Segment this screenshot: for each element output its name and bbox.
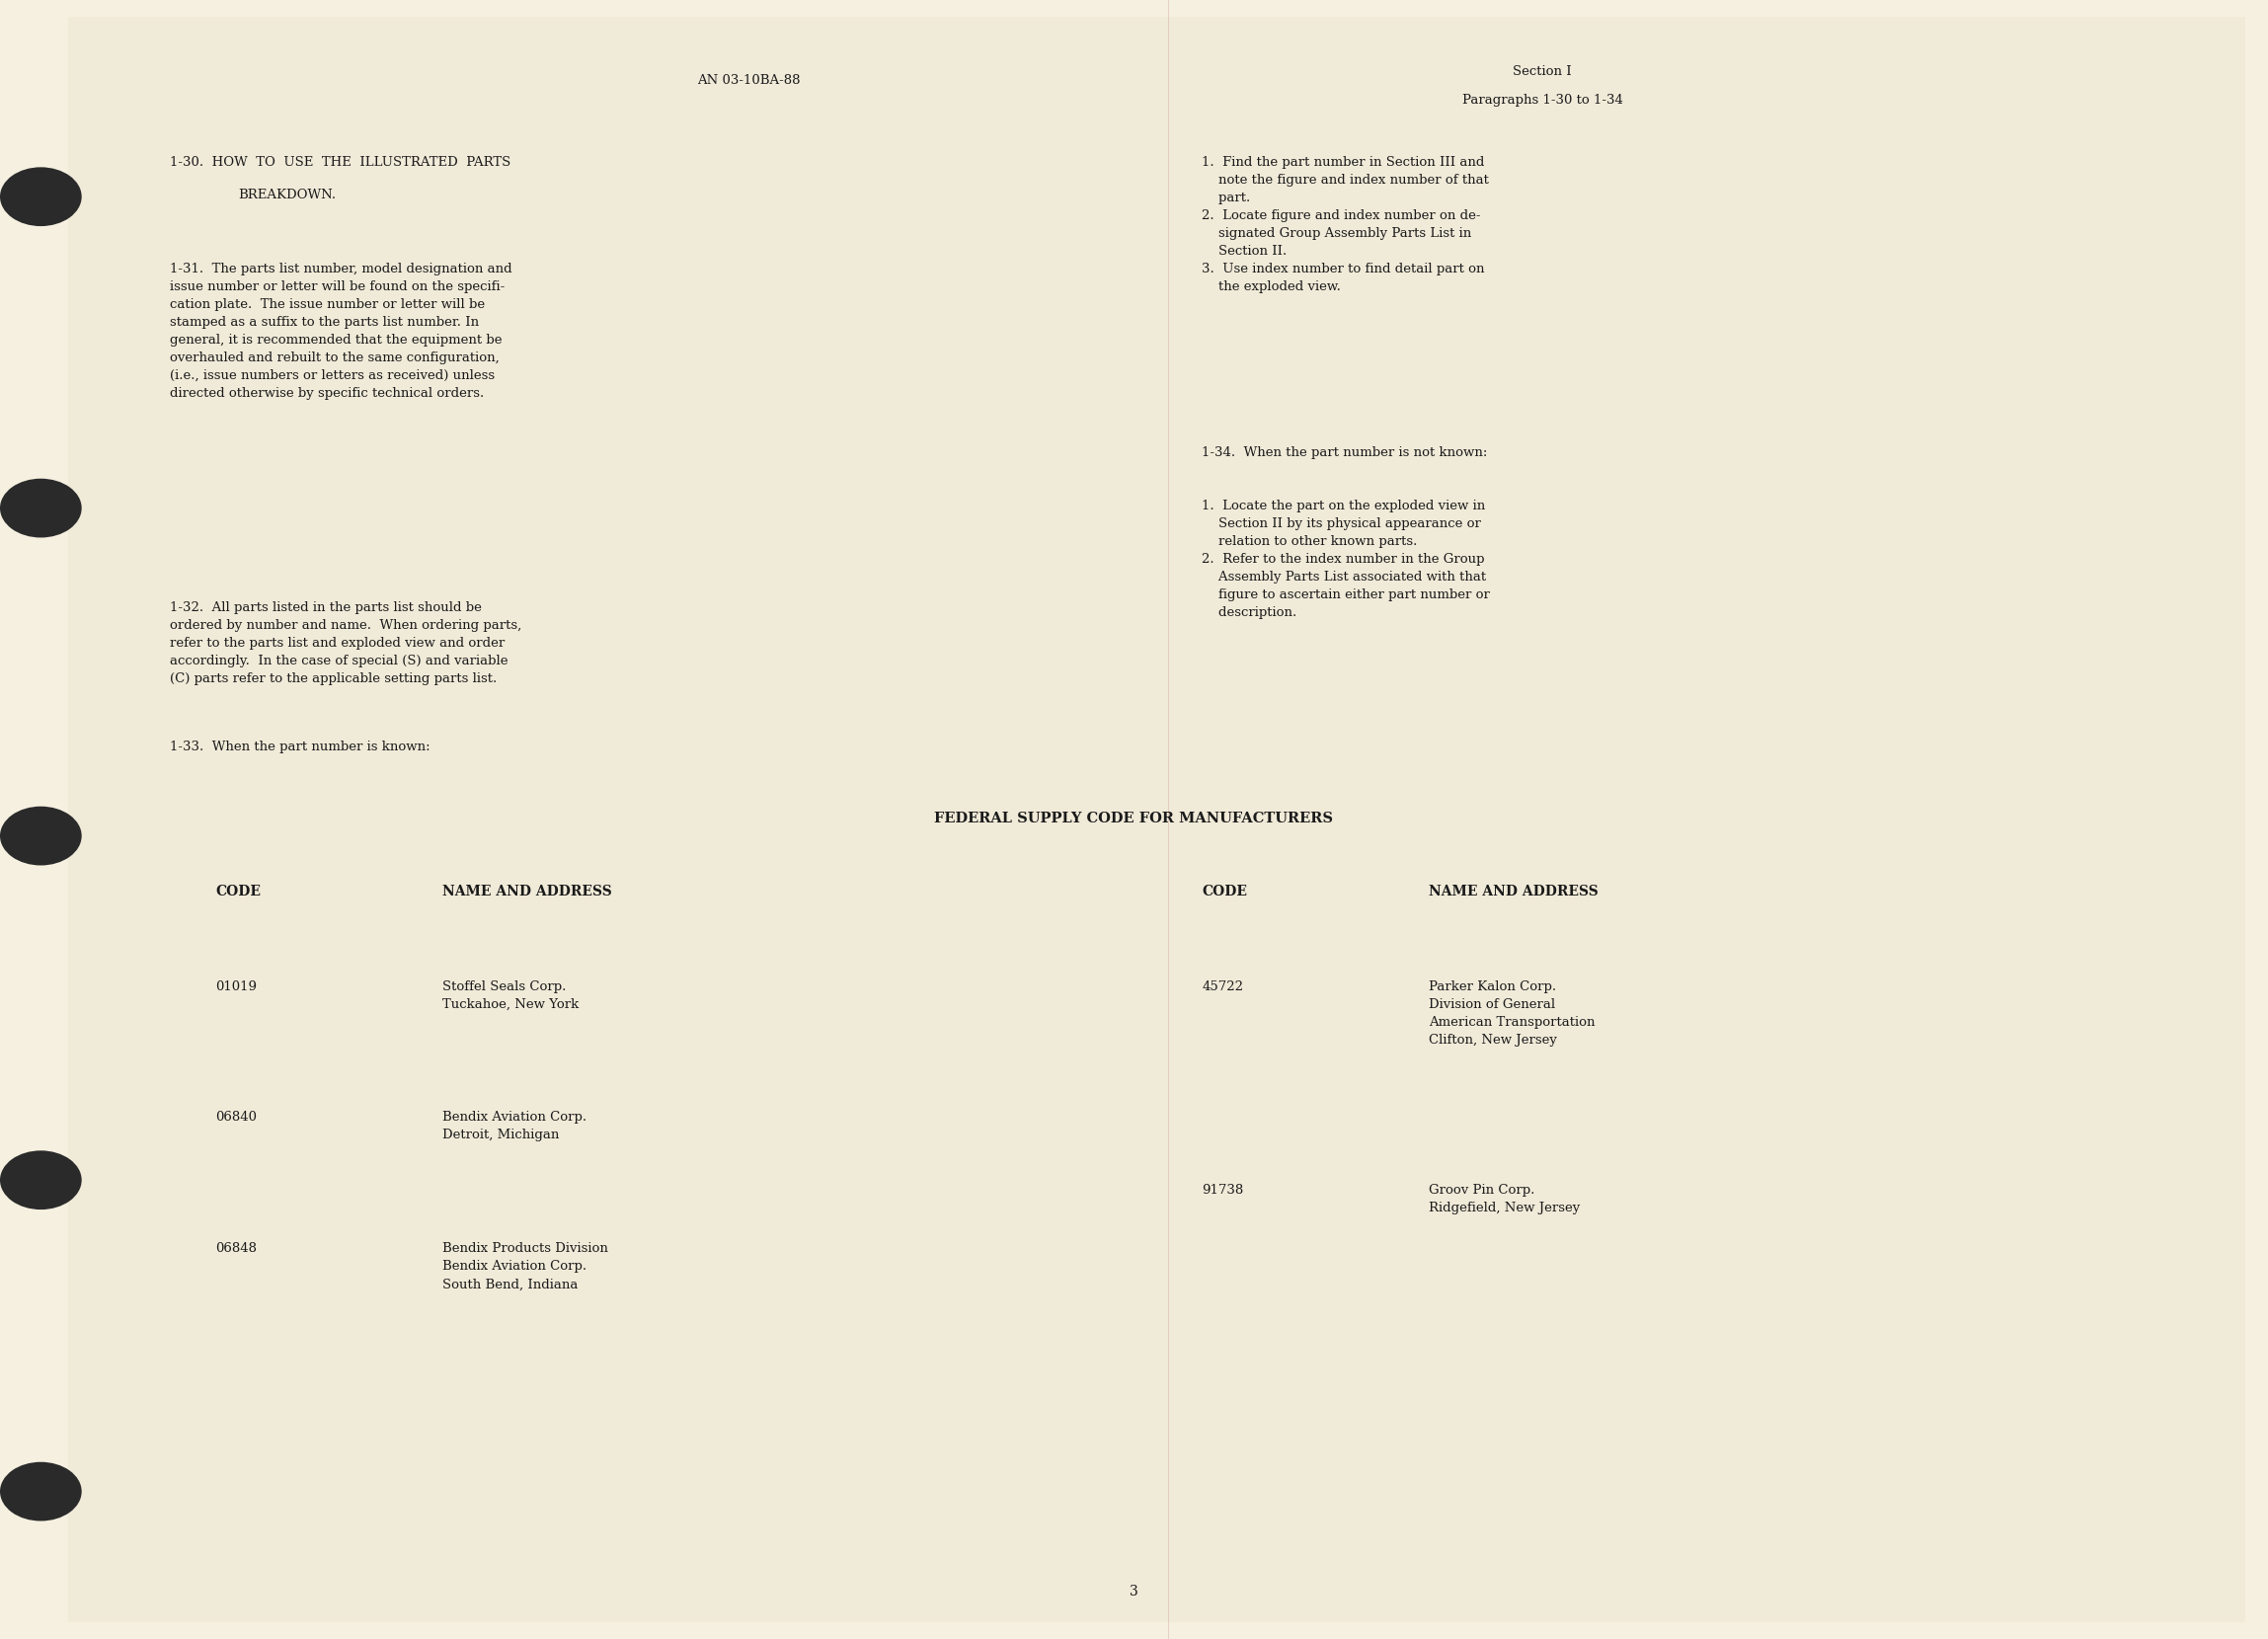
Circle shape [0,806,82,865]
Text: 1-33.  When the part number is known:: 1-33. When the part number is known: [170,741,431,754]
Text: 1-34.  When the part number is not known:: 1-34. When the part number is not known: [1202,446,1488,459]
Text: BREAKDOWN.: BREAKDOWN. [238,188,336,202]
Text: NAME AND ADDRESS: NAME AND ADDRESS [442,885,612,898]
Text: AN 03-10BA-88: AN 03-10BA-88 [696,74,801,87]
Circle shape [0,479,82,538]
Text: Bendix Aviation Corp.
Detroit, Michigan: Bendix Aviation Corp. Detroit, Michigan [442,1111,587,1142]
Text: FEDERAL SUPPLY CODE FOR MANUFACTURERS: FEDERAL SUPPLY CODE FOR MANUFACTURERS [934,811,1334,824]
Text: 1-32.  All parts listed in the parts list should be
ordered by number and name. : 1-32. All parts listed in the parts list… [170,602,522,685]
Text: 1-30.  HOW  TO  USE  THE  ILLUSTRATED  PARTS: 1-30. HOW TO USE THE ILLUSTRATED PARTS [170,156,510,169]
Text: Stoffel Seals Corp.
Tuckahoe, New York: Stoffel Seals Corp. Tuckahoe, New York [442,980,578,1011]
Text: 01019: 01019 [215,980,256,993]
Circle shape [0,1462,82,1521]
Text: Bendix Products Division
Bendix Aviation Corp.
South Bend, Indiana: Bendix Products Division Bendix Aviation… [442,1242,608,1292]
FancyBboxPatch shape [68,16,2245,1623]
Text: 06840: 06840 [215,1111,256,1124]
Text: 06848: 06848 [215,1242,256,1255]
Circle shape [0,1151,82,1210]
Text: 1.  Locate the part on the exploded view in
    Section II by its physical appea: 1. Locate the part on the exploded view … [1202,500,1490,620]
Text: NAME AND ADDRESS: NAME AND ADDRESS [1429,885,1599,898]
Text: CODE: CODE [215,885,261,898]
Circle shape [0,167,82,226]
Text: Groov Pin Corp.
Ridgefield, New Jersey: Groov Pin Corp. Ridgefield, New Jersey [1429,1183,1581,1214]
Text: 45722: 45722 [1202,980,1243,993]
Text: Parker Kalon Corp.
Division of General
American Transportation
Clifton, New Jers: Parker Kalon Corp. Division of General A… [1429,980,1594,1046]
Text: CODE: CODE [1202,885,1247,898]
Text: Section I: Section I [1513,66,1572,79]
Text: 91738: 91738 [1202,1183,1243,1196]
Text: 1-31.  The parts list number, model designation and
issue number or letter will : 1-31. The parts list number, model desig… [170,262,513,400]
Text: 3: 3 [1129,1585,1139,1598]
Text: Paragraphs 1-30 to 1-34: Paragraphs 1-30 to 1-34 [1463,93,1622,107]
Text: 1.  Find the part number in Section III and
    note the figure and index number: 1. Find the part number in Section III a… [1202,156,1490,293]
